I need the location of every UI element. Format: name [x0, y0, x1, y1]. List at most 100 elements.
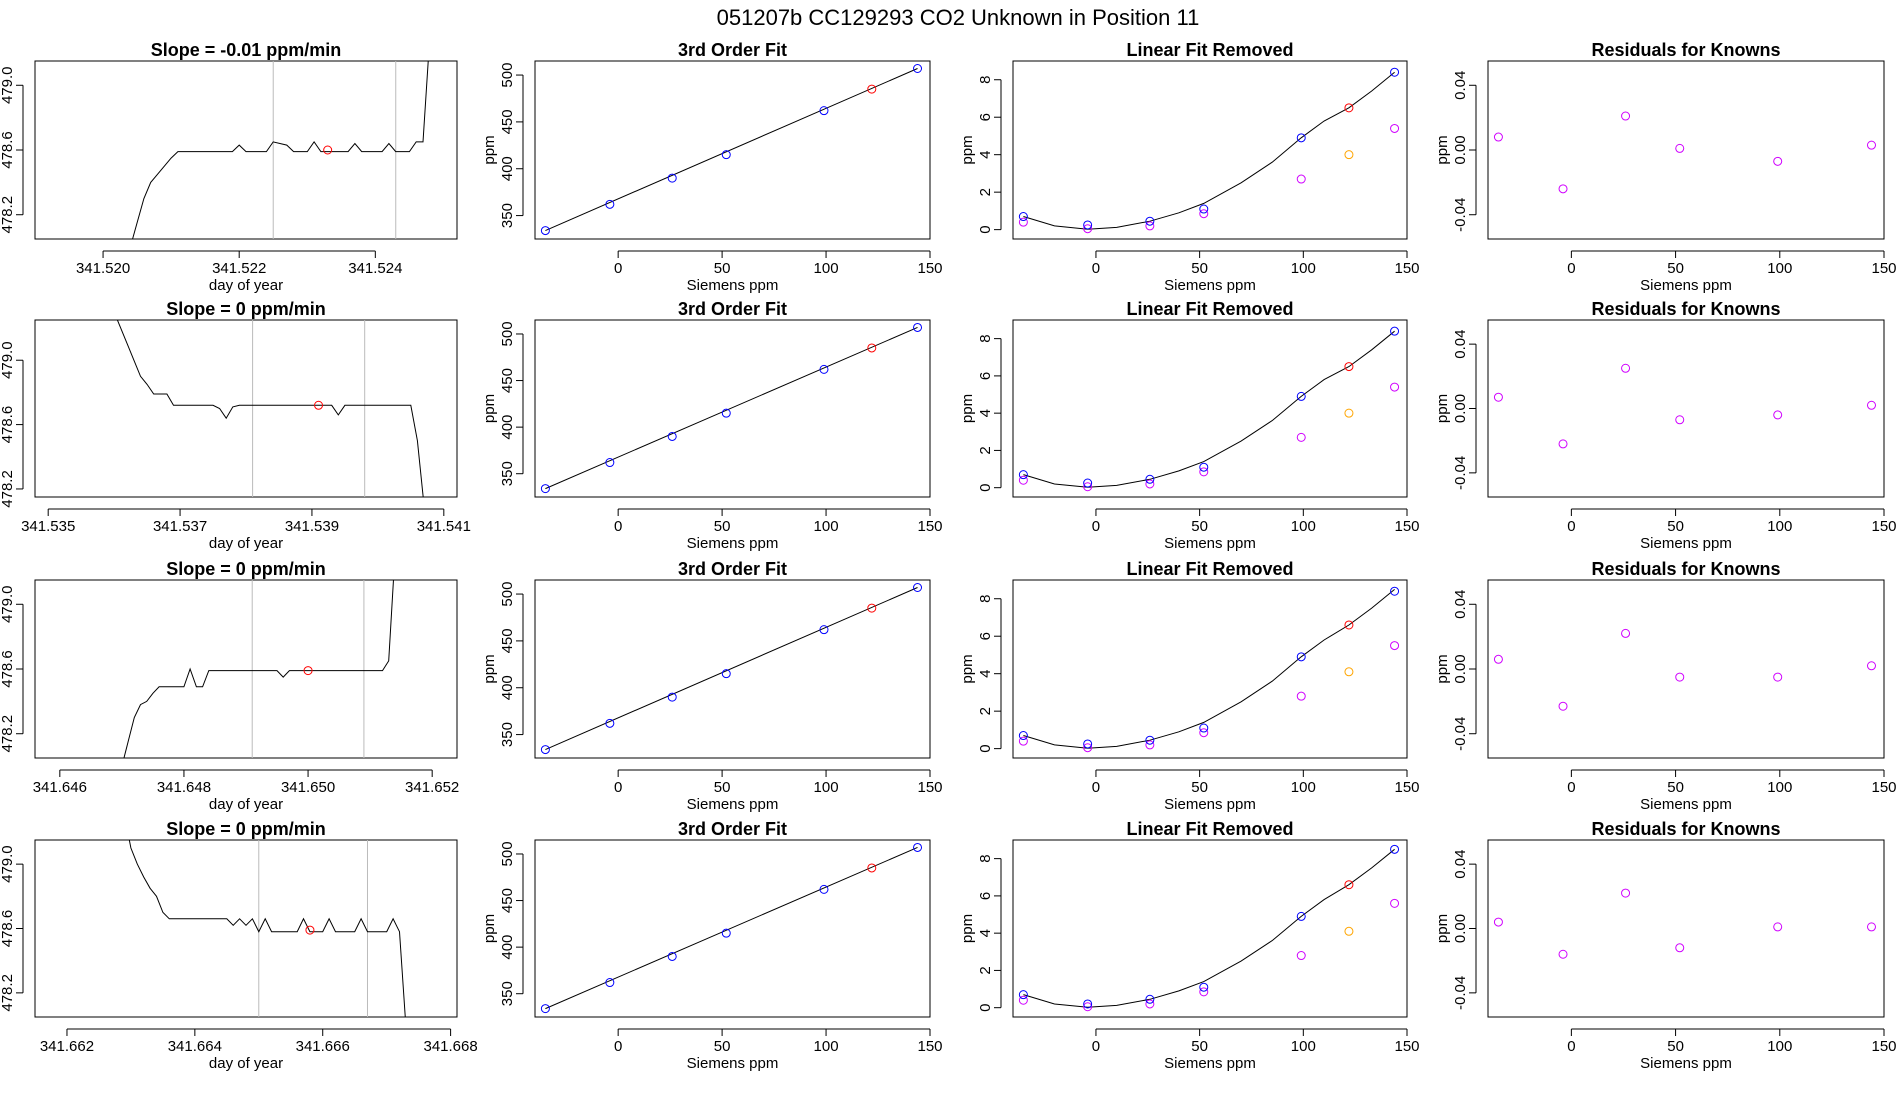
panel-r3-c3: Linear Fit Removed 0 50 100 150 Siemens ppm 0 2… [959, 559, 1420, 813]
y-tick-label: 2 [977, 707, 994, 715]
figure-title: 051207b CC129293 CO2 Unknown in Position… [717, 5, 1200, 30]
x-tick-label: 341.541 [417, 518, 471, 535]
plot-frame [534, 60, 931, 240]
y-axis-label: ppm [481, 914, 498, 943]
known-point [1296, 652, 1306, 662]
panel-title: Residuals for Knowns [1591, 40, 1780, 60]
panel-title: 3rd Order Fit [678, 559, 787, 579]
y-tick-label: 400 [499, 415, 516, 440]
y-axis-label: ppm [1434, 394, 1451, 423]
y-tick-label: 2 [977, 188, 994, 196]
y-tick-label: 6 [977, 892, 994, 900]
unknown-point [867, 84, 877, 94]
x-tick-label: 0 [614, 260, 622, 277]
known-point [1083, 739, 1093, 749]
x-tick-label: 341.666 [296, 1038, 350, 1055]
known-point [1083, 999, 1093, 1009]
x-tick-label: 50 [714, 1038, 731, 1055]
known-point [1145, 994, 1155, 1004]
plot-frame [34, 839, 458, 1018]
residual-point [1199, 987, 1209, 997]
residual-point [1018, 995, 1028, 1005]
x-tick-label: 100 [814, 779, 839, 796]
residual-point [1296, 951, 1306, 961]
corrected-unknown-point [1344, 408, 1354, 418]
unknown-point [867, 603, 877, 613]
fit-curve [1023, 71, 1395, 230]
residual-point [1145, 999, 1155, 1009]
residual-point [1145, 221, 1155, 231]
residual-point [1018, 736, 1028, 746]
x-tick-label: 0 [1567, 260, 1575, 277]
residual-point [1621, 888, 1631, 898]
x-tick-label: 341.664 [168, 1038, 222, 1055]
plot-frame [1012, 579, 1408, 759]
residual-point [1866, 922, 1876, 932]
x-axis-label: day of year [209, 1055, 283, 1072]
fit-curve [1023, 589, 1395, 749]
x-tick-label: 50 [1191, 1038, 1208, 1055]
y-tick-label: 478.2 [0, 974, 16, 1012]
residual-point [1773, 410, 1783, 420]
x-tick-label: 0 [1092, 260, 1100, 277]
y-tick-label: 500 [499, 841, 516, 866]
y-tick-label: 0.04 [1452, 71, 1469, 100]
y-tick-label: 450 [499, 888, 516, 913]
x-tick-label: 100 [1291, 779, 1316, 796]
residual-point [1199, 467, 1209, 477]
x-tick-label: 150 [917, 518, 942, 535]
known-point [721, 150, 731, 160]
known-point [540, 226, 550, 236]
residual-point [1773, 672, 1783, 682]
x-axis-label: Siemens ppm [687, 535, 779, 552]
plot-frame [1012, 319, 1408, 498]
y-tick-label: 4 [977, 409, 994, 417]
y-tick-label: 400 [499, 935, 516, 960]
x-tick-label: 100 [1291, 518, 1316, 535]
known-point [667, 173, 677, 183]
x-tick-label: 341.539 [285, 518, 339, 535]
residual-point [1675, 143, 1685, 153]
residual-point [1558, 949, 1568, 959]
x-tick-label: 341.662 [40, 1038, 94, 1055]
plot-frame [534, 579, 931, 759]
y-axis-label: ppm [1434, 914, 1451, 943]
x-tick-label: 100 [1291, 260, 1316, 277]
x-tick-label: 0 [1092, 1038, 1100, 1055]
trace-line [128, 840, 406, 1017]
known-point [1296, 911, 1306, 921]
fit-line [545, 68, 918, 232]
panel-title: Slope = 0 ppm/min [166, 819, 326, 839]
y-tick-label: 350 [499, 981, 516, 1006]
x-tick-label: 50 [714, 260, 731, 277]
x-axis-label: Siemens ppm [687, 796, 779, 813]
x-tick-label: 341.522 [212, 260, 266, 277]
known-point [721, 408, 731, 418]
y-tick-label: 450 [499, 368, 516, 393]
residual-point [1866, 661, 1876, 671]
y-tick-label: 0 [977, 744, 994, 752]
residual-point [1866, 140, 1876, 150]
known-point [819, 625, 829, 635]
y-tick-label: 6 [977, 632, 994, 640]
x-tick-label: 0 [1567, 779, 1575, 796]
x-tick-label: 50 [1667, 1038, 1684, 1055]
x-tick-label: 341.524 [348, 260, 402, 277]
fit-line [545, 846, 918, 1010]
x-axis-label: Siemens ppm [1640, 277, 1732, 294]
x-axis-label: Siemens ppm [1164, 535, 1256, 552]
y-tick-label: 8 [977, 595, 994, 603]
panel-r2-c1: Slope = 0 ppm/min 341.535 341.537 341.539 34… [0, 299, 471, 552]
y-axis-label: ppm [959, 394, 976, 423]
known-point [1199, 204, 1209, 214]
residual-point [1558, 439, 1568, 449]
residual-point [1621, 628, 1631, 638]
panel-title: Linear Fit Removed [1126, 559, 1293, 579]
panel-title: Residuals for Knowns [1591, 299, 1780, 319]
residual-point [1390, 641, 1400, 651]
y-axis-label: ppm [959, 135, 976, 164]
y-tick-label: 478.6 [0, 406, 16, 444]
residual-point [1675, 415, 1685, 425]
residual-point [1493, 654, 1503, 664]
